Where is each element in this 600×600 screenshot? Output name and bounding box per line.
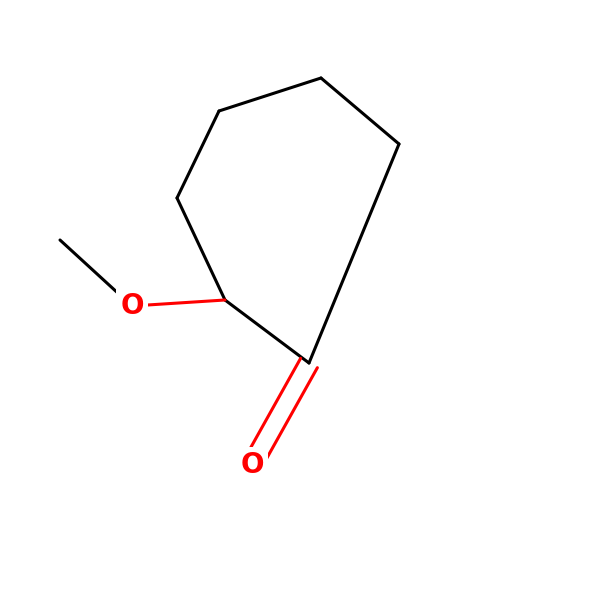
Text: O: O: [120, 292, 144, 320]
Text: O: O: [240, 451, 264, 479]
